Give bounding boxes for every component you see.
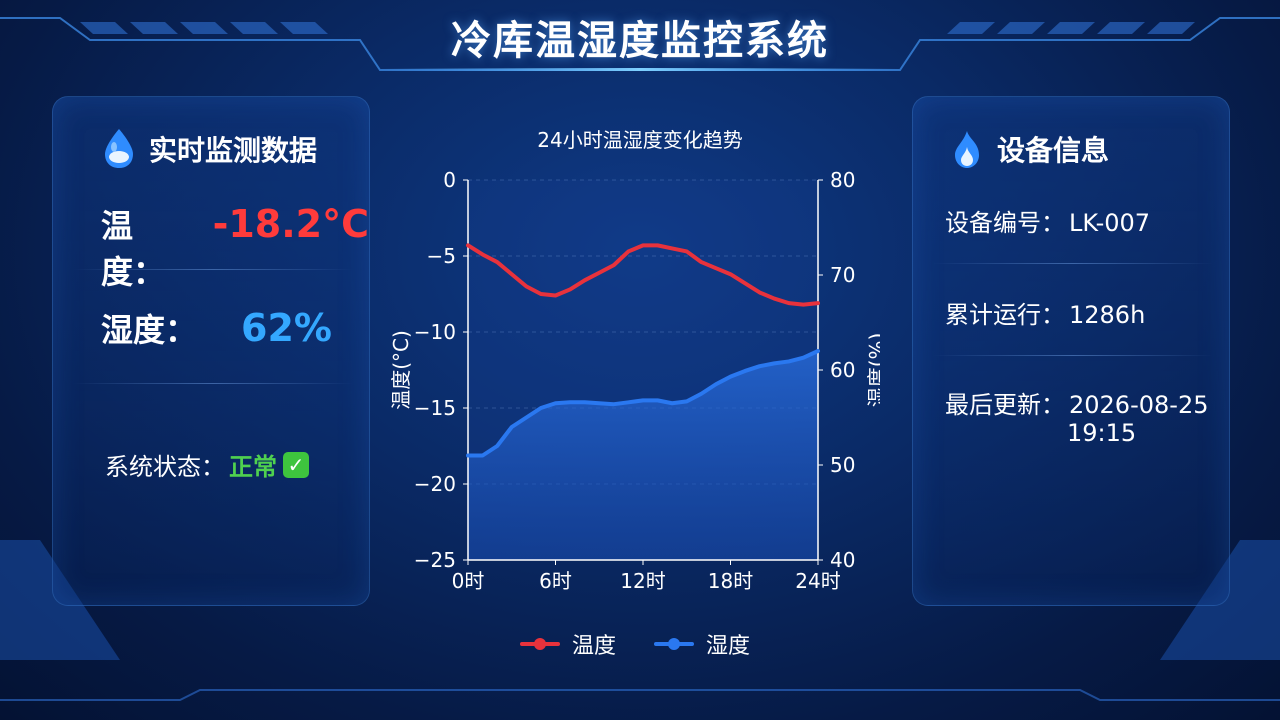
- x-tick-label: 0时: [452, 569, 485, 593]
- y-tick-label-left: −25: [414, 548, 456, 572]
- device-info-header: 设备信息: [949, 127, 1109, 171]
- device-id-row: 设备编号： LK-007: [945, 203, 1150, 238]
- system-status-row: 系统状态： 正常 ✓: [105, 447, 309, 482]
- realtime-panel-title: 实时监测数据: [149, 134, 318, 167]
- system-status-value: 正常: [229, 453, 277, 481]
- page-title: 冷库温湿度监控系统: [451, 18, 829, 64]
- x-tick-label: 12时: [620, 569, 665, 593]
- legend-item-humidity: 湿度: [654, 628, 750, 660]
- y-tick-label-left: −5: [427, 244, 456, 268]
- chart-title: 24小时温湿度变化趋势: [537, 128, 743, 152]
- device-id-label: 设备编号：: [945, 209, 1065, 237]
- realtime-panel: 实时监测数据 温度： -18.2°C 湿度： 62% 系统状态： 正常 ✓: [52, 96, 370, 606]
- last-update-date: 2026-08-25: [1069, 391, 1209, 419]
- device-id-value: LK-007: [1069, 209, 1151, 237]
- device-info-panel: 设备信息 设备编号： LK-007 累计运行： 1286h 最后更新： 2026-08…: [912, 96, 1230, 606]
- y-tick-label-left: −10: [414, 320, 456, 344]
- check-icon: ✓: [283, 451, 309, 478]
- divider: [933, 263, 1213, 264]
- y-tick-label-left: −20: [414, 472, 456, 496]
- x-tick-label: 18时: [708, 569, 753, 593]
- x-tick-label: 6时: [539, 569, 572, 593]
- divider: [73, 269, 353, 270]
- last-update-row: 最后更新： 2026-08-25: [945, 385, 1208, 420]
- y-tick-label-right: 70: [830, 263, 855, 287]
- runtime-value: 1286h: [1069, 301, 1146, 329]
- y-tick-label-right: 50: [830, 453, 855, 477]
- runtime-label: 累计运行：: [945, 301, 1065, 329]
- y-tick-label-right: 80: [830, 168, 855, 192]
- system-status-label: 系统状态：: [105, 453, 225, 481]
- y-tick-label-left: 0: [443, 168, 456, 192]
- y-axis-label-right: 湿度(%): [865, 333, 880, 408]
- legend-label-humidity: 湿度: [706, 634, 751, 659]
- last-update-time: 19:15: [1067, 419, 1137, 447]
- y-tick-label-right: 60: [830, 358, 855, 382]
- last-update-label: 最后更新：: [945, 391, 1065, 419]
- temperature-label: 温度：: [101, 207, 166, 291]
- temperature-row: 温度： -18.2°C: [101, 201, 369, 293]
- series-line-humidity: [466, 349, 820, 458]
- device-info-title: 设备信息: [997, 134, 1110, 167]
- legend-swatch-temperature: [520, 638, 560, 650]
- flame-icon: [949, 127, 985, 171]
- y-tick-label-right: 40: [830, 548, 855, 572]
- humidity-row: 湿度： 62%: [101, 305, 332, 351]
- divider: [933, 355, 1213, 356]
- last-update-time-row: 19:15: [1067, 419, 1136, 447]
- legend-label-temperature: 温度: [572, 634, 617, 659]
- humidity-label: 湿度：: [101, 311, 198, 349]
- chart-legend: 温度 湿度: [520, 628, 788, 660]
- legend-item-temperature: 温度: [520, 628, 616, 660]
- x-tick-label: 24时: [795, 569, 840, 593]
- trend-chart: 0 −5 −10 −15 −20 −25 80 70 60 50 40 0时 6时 12时 18时 24时 温度…: [389, 168, 880, 593]
- series-line-temperature: [466, 243, 820, 307]
- y-tick-label-left: −15: [414, 396, 456, 420]
- humidity-value: 62%: [241, 306, 332, 350]
- water-drop-icon: [101, 127, 137, 171]
- legend-swatch-humidity: [654, 638, 695, 650]
- realtime-panel-header: 实时监测数据: [101, 127, 317, 171]
- runtime-row: 累计运行： 1286h: [945, 295, 1145, 330]
- divider: [73, 383, 353, 384]
- y-axis-label-left: 温度(°C): [389, 330, 413, 410]
- temperature-value: -18.2°C: [212, 202, 369, 246]
